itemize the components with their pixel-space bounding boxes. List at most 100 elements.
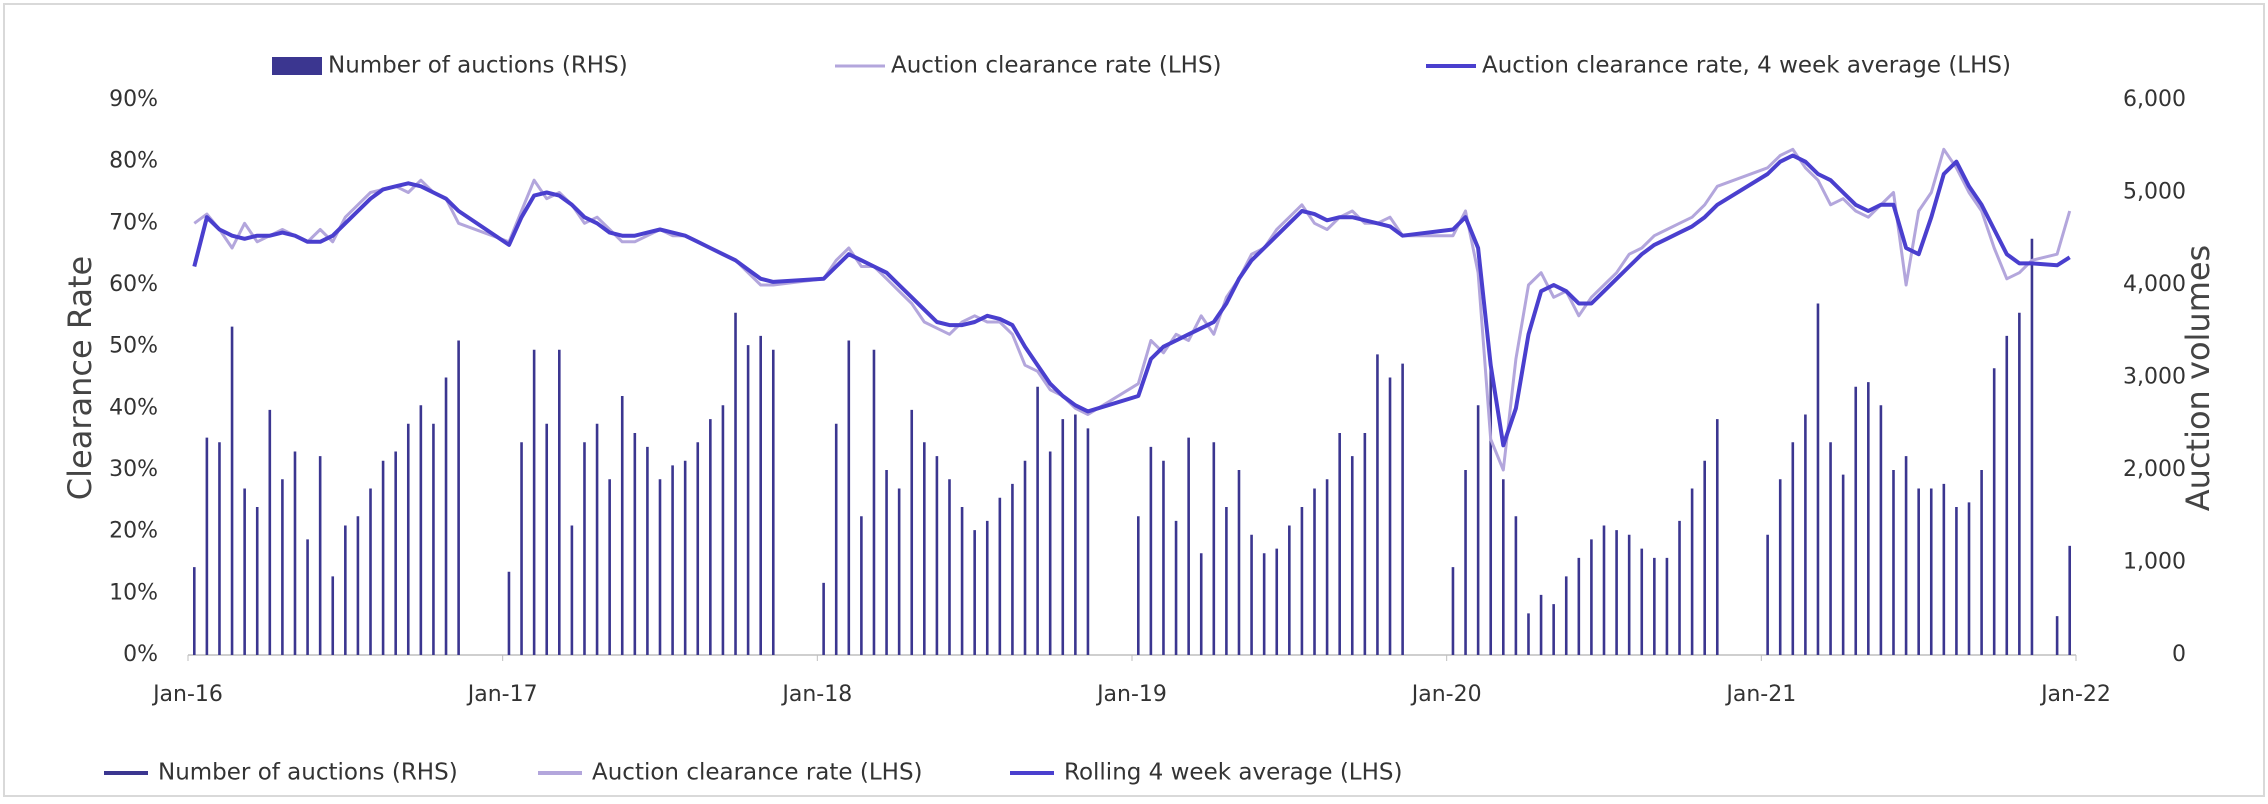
bar — [1766, 534, 1769, 655]
bar — [671, 465, 674, 655]
bar — [885, 470, 888, 655]
bar — [771, 349, 775, 655]
bar — [406, 423, 410, 655]
bar — [1451, 567, 1455, 655]
bar — [1665, 557, 1669, 655]
bar — [1715, 419, 1719, 655]
bar — [369, 488, 372, 655]
bar — [1791, 442, 1795, 655]
bar — [1363, 433, 1367, 655]
y2-tick-label: 6,000 — [2123, 87, 2186, 112]
legend-swatch — [272, 57, 322, 75]
bar — [1804, 414, 1807, 655]
bar — [1275, 548, 1279, 655]
bar — [205, 437, 209, 655]
legend-label: Auction clearance rate (LHS) — [592, 760, 923, 786]
bar — [1174, 520, 1178, 655]
bar — [1615, 530, 1618, 655]
bar — [558, 349, 561, 655]
bar — [230, 326, 234, 655]
y-tick-label: 50% — [109, 334, 158, 359]
line — [192, 153, 2071, 448]
bar — [2055, 616, 2059, 655]
bar — [709, 419, 712, 655]
bar — [721, 405, 725, 655]
bar — [1162, 460, 1165, 655]
y-axis-title: Clearance Rate — [61, 256, 99, 500]
y-tick-label: 20% — [109, 519, 158, 544]
y-tick-label: 70% — [109, 210, 158, 235]
bar — [520, 442, 523, 655]
bar — [595, 423, 599, 655]
bar — [381, 460, 385, 655]
bar — [1325, 479, 1329, 655]
frame — [3, 3, 2265, 797]
bar — [1061, 419, 1065, 655]
bar — [910, 409, 914, 655]
bar — [1967, 502, 1971, 655]
bar — [293, 451, 297, 655]
bar — [1703, 460, 1706, 655]
bar — [2005, 335, 2009, 655]
bar — [2068, 545, 2072, 655]
bar — [658, 479, 662, 655]
bar — [1036, 386, 1039, 655]
bar — [306, 539, 309, 655]
x-tick-label: Jan-21 — [1724, 682, 1796, 707]
bar — [822, 582, 825, 655]
bar — [734, 312, 737, 655]
bar — [1942, 483, 1946, 655]
bar — [1048, 451, 1052, 655]
line — [193, 147, 2072, 472]
bar — [243, 488, 246, 655]
legend-label: Number of auctions (RHS) — [328, 53, 628, 79]
bar — [1879, 405, 1883, 655]
bar — [998, 497, 1002, 655]
bar — [394, 451, 397, 655]
y2-tick-label: 0 — [2172, 642, 2186, 667]
bar — [897, 488, 901, 655]
bar — [1489, 363, 1493, 655]
bar — [1464, 470, 1467, 655]
bar — [1313, 488, 1316, 655]
bar — [1640, 548, 1644, 655]
y-tick-label: 80% — [109, 149, 158, 174]
bar — [1653, 557, 1656, 655]
bar — [1149, 446, 1153, 655]
bar — [1552, 604, 1555, 655]
bar — [1917, 488, 1920, 655]
bar — [1539, 594, 1543, 655]
bar — [646, 446, 649, 655]
bar — [1262, 553, 1266, 655]
bar — [960, 507, 964, 655]
bar — [1829, 442, 1832, 655]
bar — [1564, 576, 1568, 655]
bar — [1388, 377, 1392, 655]
bar — [218, 442, 221, 655]
y2-tick-label: 4,000 — [2123, 272, 2186, 297]
bar — [1590, 539, 1593, 655]
bar — [1577, 557, 1581, 655]
bar — [1136, 516, 1140, 655]
x-tick-label: Jan-20 — [1410, 682, 1482, 707]
legend-label: Auction clearance rate, 4 week average (… — [1482, 53, 2011, 79]
y2-tick-label: 2,000 — [2123, 457, 2186, 482]
x-tick-label: Jan-22 — [2039, 682, 2111, 707]
bar — [1602, 525, 1606, 655]
bar — [759, 335, 762, 655]
y-tick-label: 40% — [109, 395, 158, 420]
bar — [1955, 507, 1958, 655]
bar — [847, 340, 851, 655]
x-tick-label: Jan-16 — [151, 682, 223, 707]
bar — [1854, 386, 1858, 655]
bar — [872, 349, 876, 655]
legend-label: Rolling 4 week average (LHS) — [1064, 760, 1403, 786]
bar — [1514, 516, 1518, 655]
bar — [331, 576, 335, 655]
bar — [1212, 442, 1216, 655]
bar — [948, 479, 951, 655]
bar — [683, 460, 687, 655]
bar — [1187, 437, 1190, 655]
bar — [545, 423, 549, 655]
